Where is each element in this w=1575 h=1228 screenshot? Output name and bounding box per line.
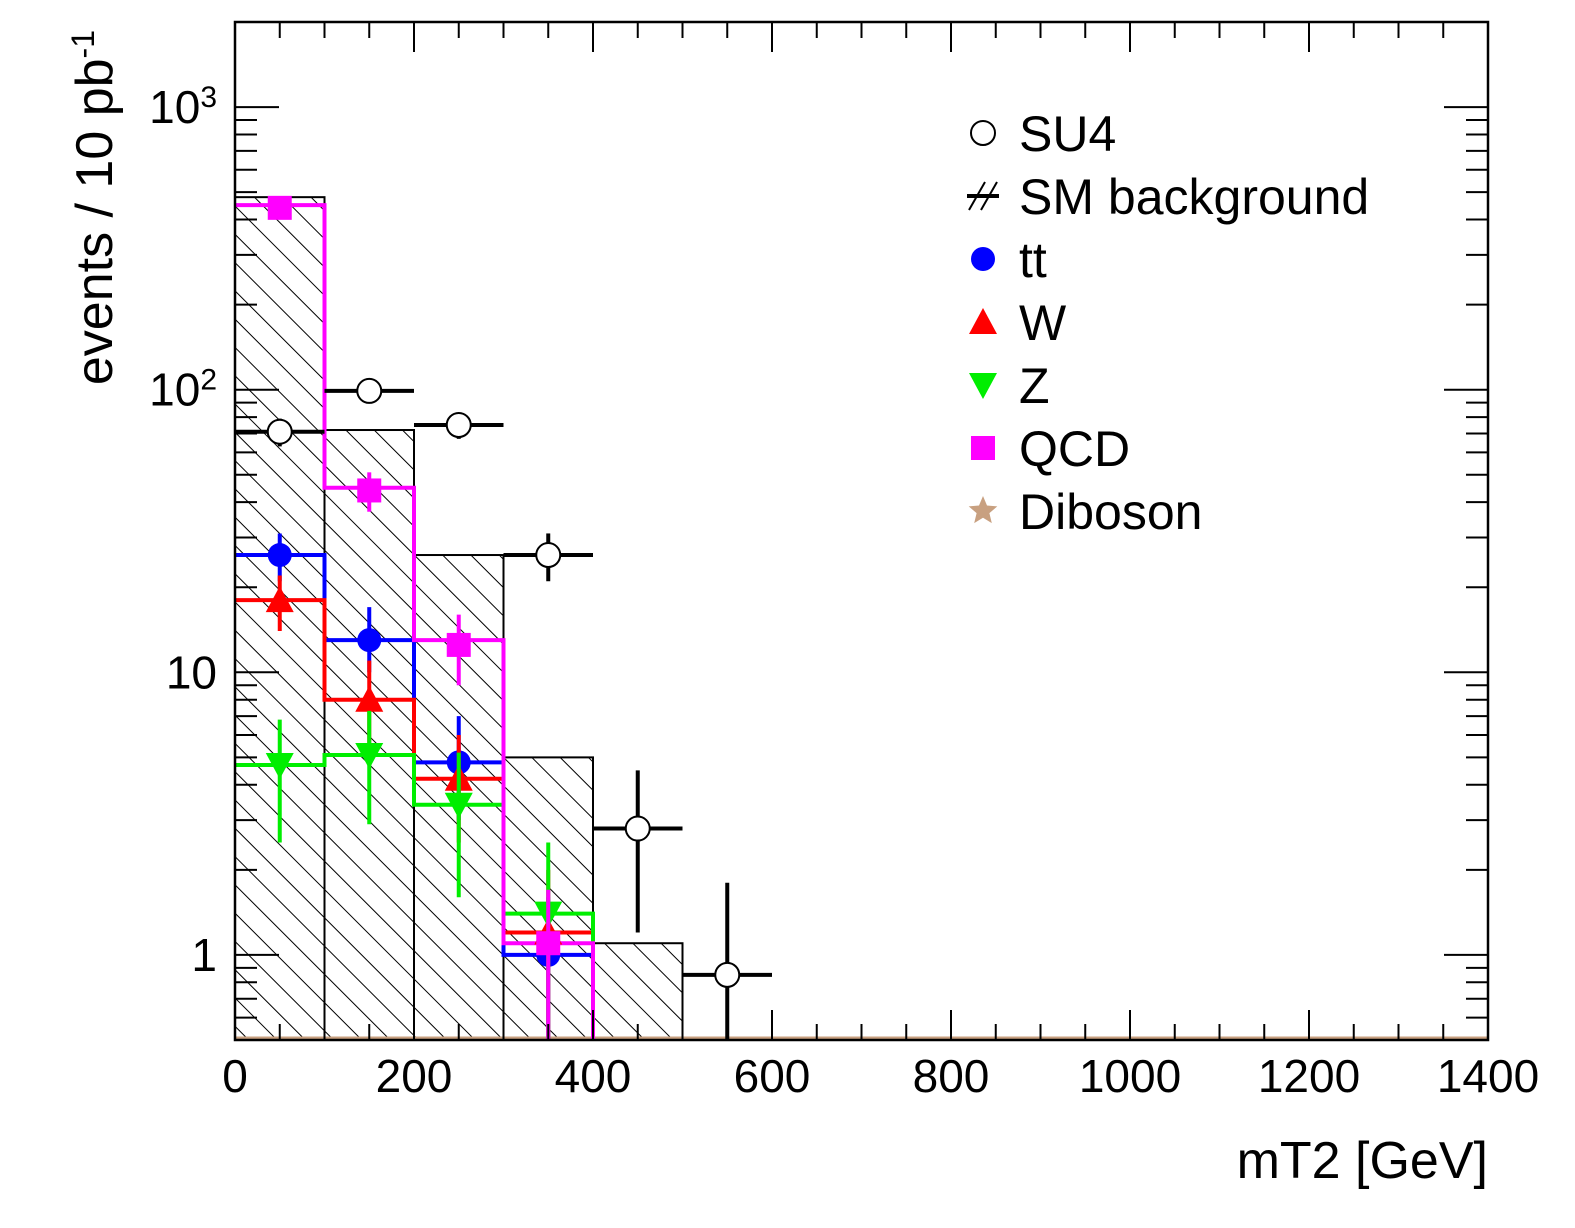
qcd-point [536,931,561,956]
tt-point [357,628,382,653]
legend-entry: QCD [971,421,1130,477]
qcd-point [446,632,471,657]
legend-label: Diboson [1019,484,1202,540]
su4-point [535,542,562,569]
x-tick-label: 0 [222,1050,248,1102]
y-tick-label-base: 10 [149,81,200,133]
legend-label: QCD [1019,421,1130,477]
legend-entry: tt [971,232,1047,288]
x-tick-label: 800 [913,1050,990,1102]
legend-entry: W [969,295,1067,351]
legend-entry: Z [969,358,1050,414]
tt-point [267,543,292,568]
legend-entry: Diboson [968,484,1202,540]
y-tick-label-base: 1 [191,929,217,981]
y-axis-title: events / 10 pb-1 [65,30,124,385]
qcd-point [267,195,292,220]
y-tick-label: 103 [149,81,217,134]
y-tick-label-exponent: 2 [200,363,217,396]
w-point [265,586,294,613]
su4-point [445,412,472,439]
y-tick-label: 10 [166,646,217,698]
su4-point [356,377,383,404]
legend-label: SU4 [1019,106,1116,162]
y-axis-title-main: events / 10 pb [66,58,124,385]
legend-label: W [1019,295,1067,351]
su4-point [624,815,651,842]
legend-label: SM background [1019,169,1369,225]
legend: SU4 SM background tt WZ QCD Diboson [967,106,1369,540]
z-point [355,742,384,769]
qcd-point [357,478,382,503]
points-layer [235,195,772,1040]
qcd-histogram-line [235,203,595,1040]
z-point [444,792,473,819]
y-tick-label: 1 [191,929,217,981]
legend-label: Z [1019,358,1050,414]
su4-point [266,418,293,445]
x-tick-label: 400 [555,1050,632,1102]
legend-label: tt [1019,232,1047,288]
x-axis-title: mT2 [GeV] [1237,1132,1488,1190]
z-point [265,752,294,779]
legend-star-icon [968,496,998,524]
y-tick-label-exponent: 3 [200,81,217,114]
x-tick-label: 1000 [1079,1050,1181,1102]
y-tick-label-base: 10 [149,364,200,416]
x-tick-label: 1200 [1258,1050,1360,1102]
x-tick-label: 200 [376,1050,453,1102]
legend-triangle-down-icon [969,373,997,399]
legend-circle-icon [971,247,995,271]
legend-entry: SU4 [970,106,1116,162]
legend-triangle-up-icon [969,308,997,334]
ticks-layer [234,21,1489,1041]
legend-entry: SM background [967,169,1369,225]
legend-square-icon [971,436,995,460]
x-tick-label: 1400 [1437,1050,1539,1102]
x-tick-label: 600 [734,1050,811,1102]
w-point [355,685,384,712]
legend-open-circle-icon [970,120,996,146]
y-tick-label: 102 [149,363,217,416]
y-tick-label-base: 10 [166,646,217,698]
histogram-layer [235,203,1488,1040]
y-axis-title-sup: -1 [65,30,101,58]
su4-point [714,961,741,988]
z-histogram-line [235,752,595,1040]
